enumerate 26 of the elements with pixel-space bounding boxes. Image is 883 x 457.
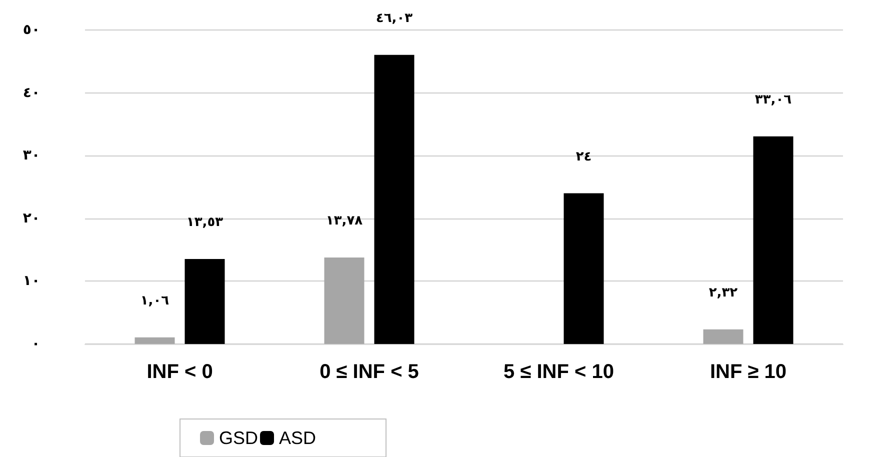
y-tick-label: ٢٠ [22,210,40,226]
x-tick-label: 0 ≤ INF < 5 [320,361,419,383]
bar [324,257,364,344]
y-tick-label: ١٠ [22,273,40,290]
y-tick-label: ٤٠ [22,84,40,101]
x-tick-label: INF < 0 [146,361,213,383]
bar [753,136,794,344]
x-tick-label: INF ≥ 10 [710,361,787,383]
bar [703,329,744,344]
y-tick-label: ٠ [31,336,40,352]
bar [564,193,604,344]
data-label: ٤٦,٠٣ [376,10,413,26]
legend-label: GSD [219,428,258,448]
data-label: ١٣,٧٨ [326,213,363,228]
data-label: ١,٠٦ [140,293,170,308]
data-label: ٢,٣٢ [708,285,738,300]
bar [374,54,414,344]
legend-label: ASD [279,428,316,448]
bar [134,337,175,344]
data-label: ١٣,٥٣ [186,215,224,230]
bar [184,259,225,344]
y-tick-label: ٥٠ [22,22,40,38]
y-tick-label: ٣٠ [22,148,40,164]
x-tick-label: 5 ≤ INF < 10 [504,361,614,383]
data-label: ٢٤ [576,149,592,164]
data-label: ٣٣,٠٦ [754,92,792,108]
